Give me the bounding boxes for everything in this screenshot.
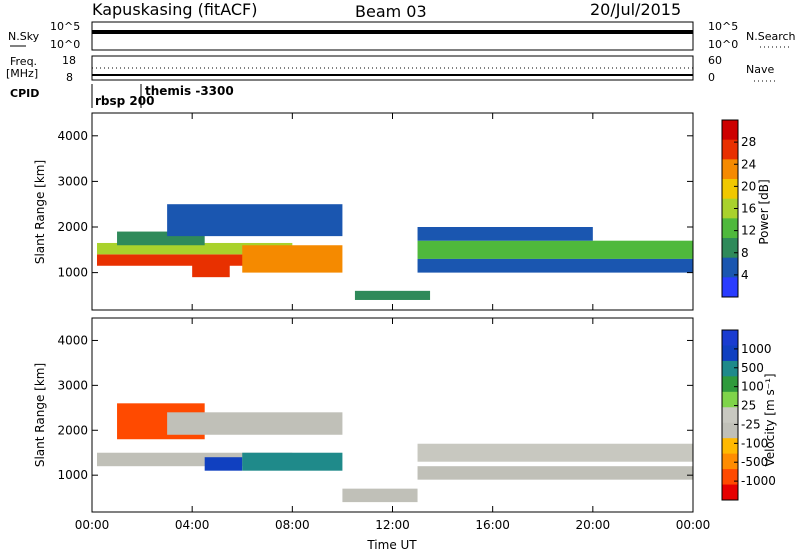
power-ylabel: Slant Range [km] xyxy=(33,160,47,264)
velocity-region-6 xyxy=(417,443,693,462)
colorbar-label-1-0: 1000 xyxy=(741,342,772,356)
power-region-1 xyxy=(97,242,293,255)
xtick-label-6: 00:00 xyxy=(676,518,711,532)
sky-right-tick-bottom: 10^0 xyxy=(708,38,738,51)
ytick-label-0-0: 4000 xyxy=(57,129,88,143)
sky-left-label: N.Sky xyxy=(8,30,40,43)
xtick-label-1: 04:00 xyxy=(175,518,210,532)
ytick-label-1-3: 1000 xyxy=(57,468,88,482)
freq-left-label-2: [MHz] xyxy=(6,67,38,80)
velocity-heatmap xyxy=(97,403,693,503)
colorbar-label-0-2: 20 xyxy=(741,179,756,193)
velocity-region-5 xyxy=(342,488,418,503)
colorbar-label-1-2: 100 xyxy=(741,380,764,394)
power-region-5 xyxy=(242,245,343,273)
colorbar-swatch-1-9 xyxy=(722,469,738,486)
colorbar-label-0-6: 4 xyxy=(741,268,749,282)
ytick-label-1-1: 3000 xyxy=(57,378,88,392)
freq-left-tick-top: 18 xyxy=(62,54,76,67)
colorbar-swatch-1-7 xyxy=(722,438,738,455)
velocity-region-7 xyxy=(417,466,693,480)
colorbar-label-0-4: 12 xyxy=(741,224,756,238)
xtick-label-5: 20:00 xyxy=(576,518,611,532)
velocity-region-4 xyxy=(242,452,343,471)
colorbar-label-1-1: 500 xyxy=(741,361,764,375)
ytick-label-0-3: 1000 xyxy=(57,266,88,280)
colorbar-swatch-0-2 xyxy=(722,159,738,180)
power-region-8 xyxy=(417,258,693,273)
colorbar-swatch-0-1 xyxy=(722,139,738,160)
power-region-3 xyxy=(167,204,343,237)
colorbar-label-1-3: 25 xyxy=(741,399,756,413)
colorbar-swatch-0-0 xyxy=(722,120,738,141)
cpid-mode-2: themis -3300 xyxy=(145,84,234,98)
colorbar-swatch-0-8 xyxy=(722,277,738,298)
colorbar-swatch-1-6 xyxy=(722,422,738,439)
nave-right-tick-bottom: 0 xyxy=(708,71,715,84)
colorbar-swatch-1-0 xyxy=(722,330,738,346)
date-title: 20/Jul/2015 xyxy=(590,0,681,19)
power-colorbar: 28 24 20 16 12 8 4 xyxy=(721,119,756,298)
xtick-label-2: 08:00 xyxy=(275,518,310,532)
velocity-region-3 xyxy=(204,457,243,471)
power-heatmap xyxy=(97,204,693,300)
ytick-label-0-1: 3000 xyxy=(57,174,88,188)
power-region-9 xyxy=(417,227,593,241)
ytick-label-0-2: 2000 xyxy=(57,220,88,234)
xtick-label-3: 12:00 xyxy=(375,518,410,532)
x-axis-label: Time UT xyxy=(366,538,417,552)
beam-title: Beam 03 xyxy=(355,2,427,21)
power-region-6 xyxy=(354,290,431,300)
power-region-4 xyxy=(192,258,230,278)
nave-right-label: Nave xyxy=(746,63,774,76)
colorbar-swatch-1-1 xyxy=(722,345,738,362)
velocity-region-2 xyxy=(167,412,343,435)
colorbar-label-0-0: 28 xyxy=(741,135,756,149)
power-region-7 xyxy=(417,240,693,259)
colorbar-label-1-4: -25 xyxy=(741,417,761,431)
colorbar-swatch-0-3 xyxy=(722,179,738,200)
colorbar-swatch-1-2 xyxy=(722,360,738,377)
station-title: Kapuskasing (fitACF) xyxy=(92,0,257,19)
colorbar-label-1-7: -1000 xyxy=(741,474,776,488)
colorbar-swatch-1-8 xyxy=(722,453,738,470)
colorbar-swatch-1-5 xyxy=(722,407,738,424)
sky-right-label: N.Search xyxy=(746,30,796,43)
colorbar-label-1-5: -100 xyxy=(741,436,768,450)
sky-left-tick-bottom: 10^0 xyxy=(50,38,80,51)
colorbar-label-1-6: -500 xyxy=(741,455,768,469)
freq-left-label-1: Freq. xyxy=(10,55,37,68)
colorbar-swatch-0-7 xyxy=(722,257,738,278)
colorbar-swatch-1-4 xyxy=(722,391,738,408)
sky-right-tick-top: 10^5 xyxy=(708,20,738,33)
freq-left-tick-bottom: 8 xyxy=(66,71,73,84)
colorbar-swatch-1-3 xyxy=(722,376,738,393)
xtick-label-4: 16:00 xyxy=(475,518,510,532)
velocity-colorbar-label: Velocity [m s⁻¹] xyxy=(763,373,777,466)
ytick-label-1-0: 4000 xyxy=(57,333,88,347)
colorbar-label-0-5: 8 xyxy=(741,246,749,260)
ytick-label-1-2: 2000 xyxy=(57,423,88,437)
colorbar-label-0-1: 24 xyxy=(741,157,756,171)
axes-layer: 4000 3000 2000 1000 4000 3000 2000 1000 00:00 04:… xyxy=(57,113,710,532)
colorbar-frame-1 xyxy=(721,329,739,501)
cpid-mode-1: rbsp 200 xyxy=(95,94,154,108)
colorbar-swatch-0-5 xyxy=(722,218,738,239)
xtick-label-0: 00:00 xyxy=(75,518,110,532)
nave-right-tick-top: 60 xyxy=(708,54,722,67)
sky-count-trace xyxy=(92,30,693,34)
colorbar-swatch-0-4 xyxy=(722,198,738,219)
power-colorbar-label: Power [dB] xyxy=(757,179,771,244)
cpid-label: CPID xyxy=(10,87,39,100)
sky-panel-frame xyxy=(91,21,694,51)
velocity-ylabel: Slant Range [km] xyxy=(33,363,47,467)
colorbar-swatch-1-10 xyxy=(722,484,738,501)
colorbar-swatch-0-6 xyxy=(722,238,738,259)
sky-left-tick-top: 10^5 xyxy=(50,20,80,33)
colorbar-label-0-3: 16 xyxy=(741,202,756,216)
velocity-colorbar: 1000 500 100 25 -25 -100 -500 -1000 xyxy=(721,329,776,501)
